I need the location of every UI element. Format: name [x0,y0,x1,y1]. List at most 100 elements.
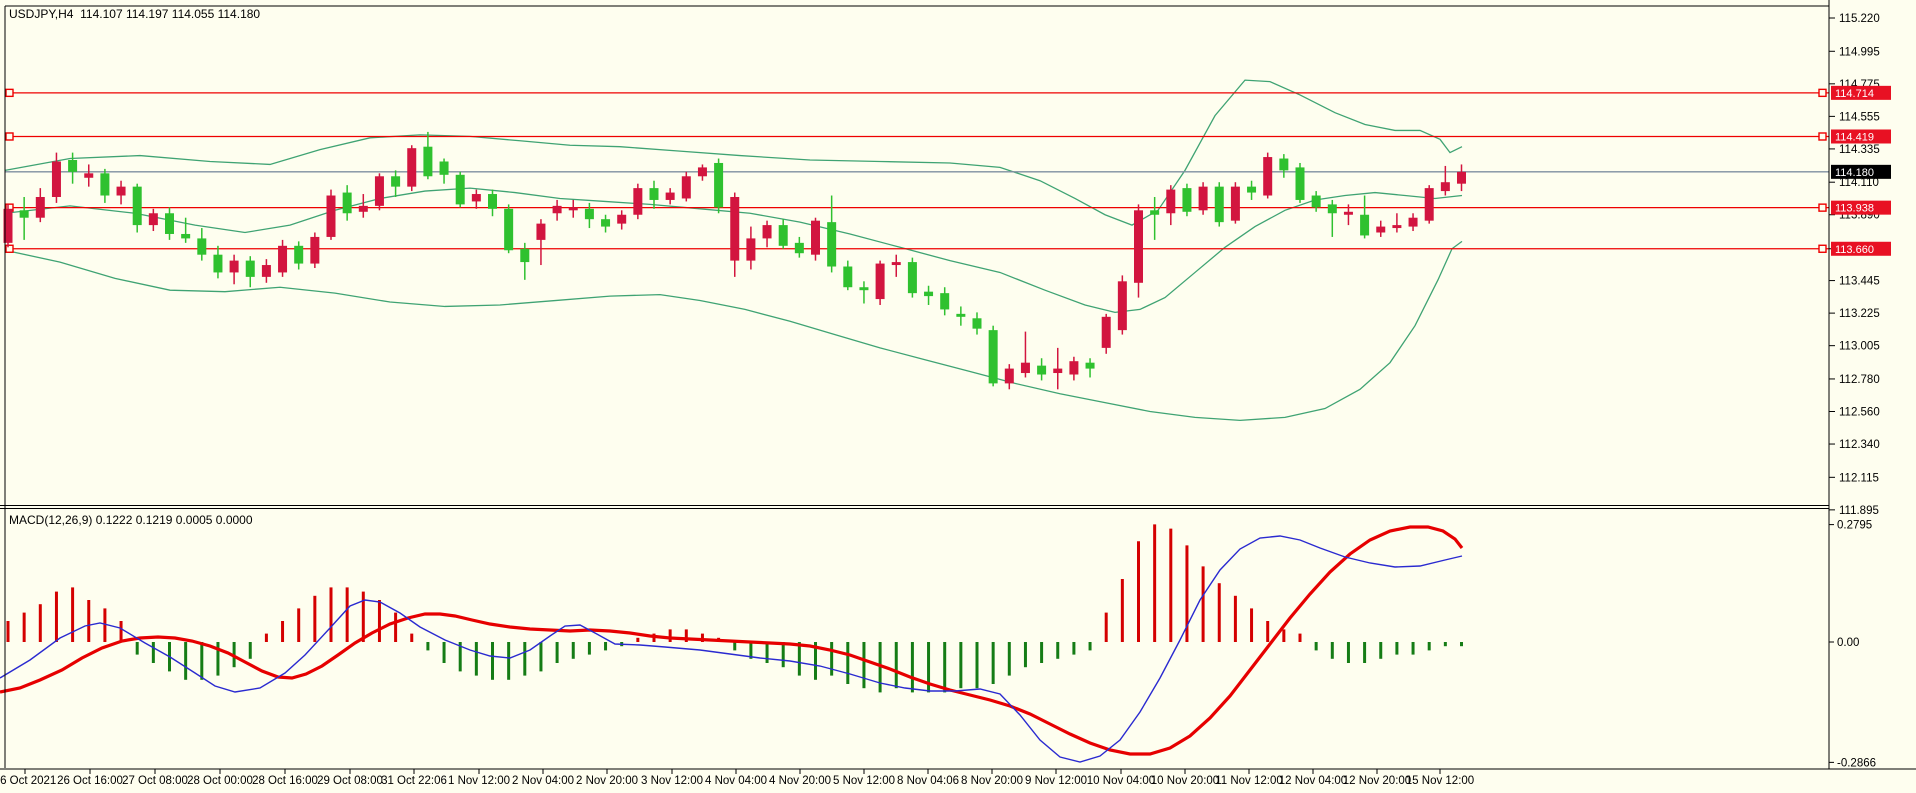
candle-body [859,287,869,291]
time-axis-label: 2 Nov 04:00 [512,775,574,787]
candle-body [665,192,675,200]
candle-body [536,223,546,240]
candle-body [278,245,288,273]
hline-price-label-box [1831,241,1891,256]
price-axis-label: 114.555 [1839,111,1880,123]
time-axis-label: 28 Oct 00:00 [187,775,253,787]
candle-body [229,260,239,273]
candle-body [1311,195,1321,208]
hline-left-handle[interactable] [5,132,14,141]
candle-body [1247,186,1257,193]
candle-body [35,196,45,218]
time-axis-label: 4 Nov 20:00 [769,775,831,787]
candle-body [1020,362,1030,374]
candle-body [1117,281,1127,331]
candle-body [1004,368,1014,384]
candle-body [778,225,788,246]
hline-right-handle[interactable] [1818,88,1827,98]
candle-body [374,176,384,206]
hline-price-label: 114.714 [1835,88,1874,100]
candle-body [1182,188,1192,212]
candle-body [1392,225,1402,229]
candle-body [601,219,611,227]
time-axis-label: 15 Nov 12:00 [1406,775,1474,787]
hline-right-handle[interactable] [1818,132,1827,141]
candle-body [1150,210,1160,215]
candle-body [940,293,950,310]
candle-body [261,265,271,277]
time-axis-label: 8 Nov 20:00 [961,775,1023,787]
hline-left-handle[interactable] [5,88,14,98]
candle-body [794,242,804,254]
bid-price-label: 114.180 [1835,167,1874,179]
candle-body [1376,226,1386,233]
candle-body [891,262,901,266]
candle-body [924,291,934,297]
macd-axis-label: -0.2866 [1837,757,1876,769]
time-axis-label: 2 Nov 20:00 [576,775,638,787]
candle-body [326,195,336,237]
macd-label: MACD(12,26,9) 0.1222 0.1219 0.0005 0.000… [9,513,253,527]
candle-body [213,254,223,273]
candle-body [617,214,627,224]
macd-axis-label: 0.00 [1837,637,1859,649]
chart-title: USDJPY,H4 114.107 114.197 114.055 114.18… [9,7,261,21]
candle-body [972,318,982,329]
hline-left-handle[interactable] [5,244,14,253]
time-axis-label: 10 Nov 04:00 [1087,775,1155,787]
candle-body [439,161,449,175]
time-axis-label: 31 Oct 22:06 [381,775,447,787]
horizontal-lines [5,88,1829,253]
candle-body [423,146,433,177]
candle-body [746,238,756,261]
candle-body [455,174,465,205]
candle-body [568,207,578,211]
price-axis-label: 113.445 [1839,276,1880,288]
price-axis-label: 113.225 [1839,308,1880,320]
hline-price-label: 114.419 [1835,131,1874,143]
candle-body [1230,186,1240,221]
candle-body [181,233,191,239]
price-axis-label: 114.110 [1839,177,1879,189]
hline-price-label: 113.660 [1835,244,1874,256]
hline-right-handle[interactable] [1818,203,1827,212]
candle-body [504,208,514,251]
candle-body [1101,316,1111,348]
candle-body [100,173,110,196]
time-axis-label: 26 Oct 2021 [0,775,56,787]
candle-body [358,205,368,212]
candle-body [1457,171,1466,184]
bollinger-lower-band [4,240,1463,422]
candle-body [956,313,966,317]
time-axis-label: 12 Nov 20:00 [1343,775,1411,787]
candle-body [1037,365,1047,375]
price-axis[interactable]: 115.220114.995114.775114.555114.335114.1… [1829,13,1891,769]
macd-indicator [0,524,1464,763]
hline-price-label-box [1831,200,1891,215]
candle-body [1134,210,1143,283]
candle-body [1295,167,1305,200]
time-axis-label: 1 Nov 12:00 [448,775,510,787]
candle-body [730,196,740,261]
candle-body [471,194,481,202]
hline-right-handle[interactable] [1818,244,1827,253]
candle-body [132,186,142,226]
candle-body [697,167,707,177]
candle-body [84,173,94,178]
price-axis-label: 112.560 [1839,406,1880,418]
candle-body [342,192,352,214]
candle-body [245,260,255,277]
bid-price-label-box [1831,164,1891,179]
candle-body [762,225,772,239]
candle-body [3,208,13,243]
time-axis-label: 26 Oct 16:00 [57,775,123,787]
candle-body [1166,189,1176,214]
candle-body [391,176,401,187]
candle-body [520,248,530,263]
time-axis-label: 9 Nov 12:00 [1025,775,1087,787]
time-axis-label: 11 Nov 12:00 [1215,775,1283,787]
